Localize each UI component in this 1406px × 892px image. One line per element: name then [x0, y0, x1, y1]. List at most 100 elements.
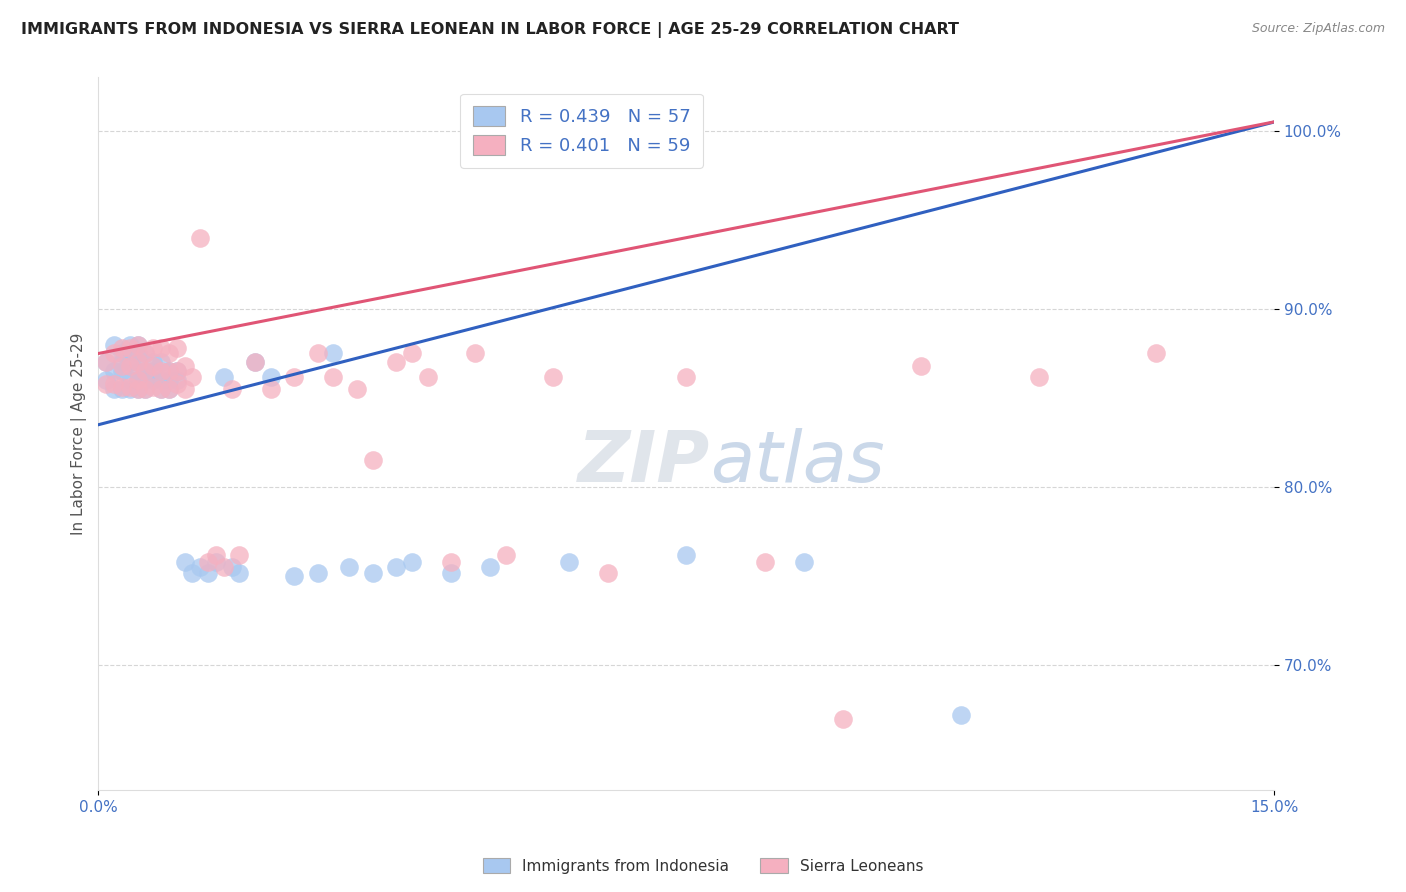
Point [212, 369, 235, 384]
Point [157, 382, 180, 396]
Point [96, 355, 118, 369]
Point [134, 346, 156, 360]
Point [103, 364, 125, 378]
Point [157, 382, 180, 396]
Point [440, 555, 463, 569]
Text: ZIP: ZIP [578, 427, 710, 497]
Point [337, 560, 360, 574]
Point [260, 369, 283, 384]
Point [596, 566, 619, 580]
Point [150, 373, 173, 387]
Point [495, 548, 517, 562]
Point [181, 369, 204, 384]
Point [127, 373, 149, 387]
Point [243, 355, 266, 369]
Point [188, 231, 211, 245]
Point [103, 376, 125, 391]
Point [212, 560, 235, 574]
Point [243, 355, 266, 369]
Point [118, 380, 141, 394]
Point [134, 364, 156, 378]
Point [1146, 346, 1168, 360]
Legend: R = 0.439   N = 57, R = 0.401   N = 59: R = 0.439 N = 57, R = 0.401 N = 59 [460, 94, 703, 168]
Point [228, 566, 250, 580]
Point [166, 341, 188, 355]
Point [675, 548, 697, 562]
Point [361, 453, 384, 467]
Point [134, 382, 156, 396]
Point [142, 380, 165, 394]
Point [385, 355, 408, 369]
Y-axis label: In Labor Force | Age 25-29: In Labor Force | Age 25-29 [72, 333, 87, 535]
Point [111, 359, 134, 373]
Point [283, 369, 305, 384]
Point [205, 548, 228, 562]
Point [127, 337, 149, 351]
Text: IMMIGRANTS FROM INDONESIA VS SIERRA LEONEAN IN LABOR FORCE | AGE 25-29 CORRELATI: IMMIGRANTS FROM INDONESIA VS SIERRA LEON… [21, 22, 959, 38]
Point [754, 555, 776, 569]
Point [142, 341, 165, 355]
Point [260, 382, 283, 396]
Point [307, 566, 329, 580]
Point [142, 359, 165, 373]
Point [307, 346, 329, 360]
Point [188, 560, 211, 574]
Point [173, 382, 195, 396]
Point [134, 364, 156, 378]
Point [127, 373, 149, 387]
Point [1028, 369, 1050, 384]
Point [910, 359, 932, 373]
Point [103, 346, 125, 360]
Point [127, 337, 149, 351]
Point [322, 369, 344, 384]
Point [464, 346, 486, 360]
Point [111, 355, 134, 369]
Point [150, 382, 173, 396]
Point [96, 376, 118, 391]
Point [385, 560, 408, 574]
Point [118, 359, 141, 373]
Point [361, 566, 384, 580]
Point [166, 364, 188, 378]
Point [150, 341, 173, 355]
Point [166, 373, 188, 387]
Point [832, 712, 855, 726]
Point [118, 337, 141, 351]
Point [127, 355, 149, 369]
Point [173, 359, 195, 373]
Point [173, 555, 195, 569]
Point [166, 364, 188, 378]
Point [118, 355, 141, 369]
Point [142, 364, 165, 378]
Text: Source: ZipAtlas.com: Source: ZipAtlas.com [1251, 22, 1385, 36]
Point [557, 555, 579, 569]
Point [96, 355, 118, 369]
Point [793, 555, 815, 569]
Point [150, 364, 173, 378]
Point [127, 382, 149, 396]
Point [541, 369, 564, 384]
Point [111, 364, 134, 378]
Point [111, 380, 134, 394]
Point [127, 346, 149, 360]
Point [157, 346, 180, 360]
Point [142, 373, 165, 387]
Point [322, 346, 344, 360]
Point [221, 560, 243, 574]
Point [111, 382, 134, 396]
Point [111, 346, 134, 360]
Point [401, 346, 423, 360]
Point [127, 364, 149, 378]
Point [197, 566, 219, 580]
Point [440, 566, 463, 580]
Point [181, 566, 204, 580]
Point [118, 373, 141, 387]
Point [346, 382, 368, 396]
Point [134, 382, 156, 396]
Point [134, 346, 156, 360]
Point [103, 337, 125, 351]
Point [675, 369, 697, 384]
Point [118, 382, 141, 396]
Point [157, 373, 180, 387]
Point [205, 555, 228, 569]
